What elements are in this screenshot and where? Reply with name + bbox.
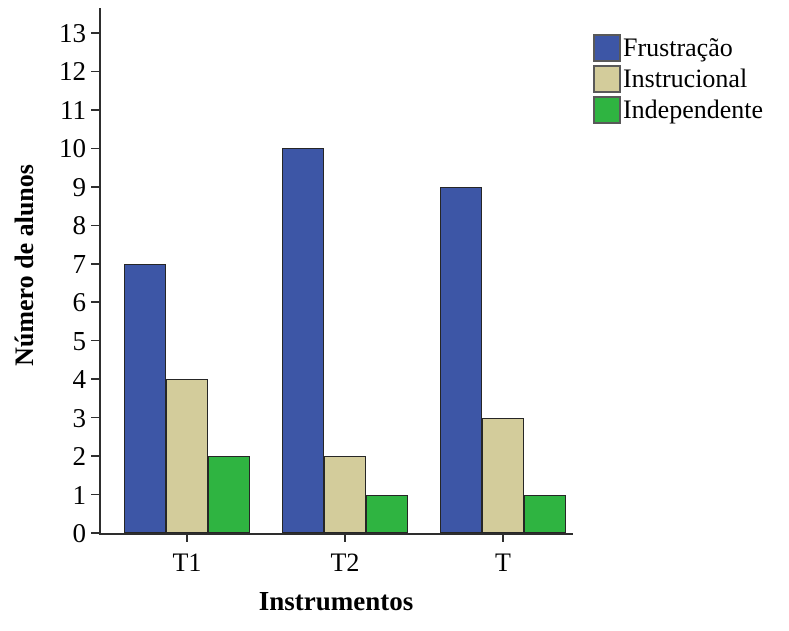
x-tick [502, 533, 504, 542]
y-tick [91, 147, 99, 150]
y-tick-label: 6 [72, 287, 87, 318]
y-tick-label: 13 [59, 18, 86, 48]
legend: Frustração Instrucional Independente [593, 34, 763, 127]
y-tick-label: 3 [72, 402, 87, 433]
bar-Independente-T [524, 494, 566, 533]
bar-Instrucional-T [482, 417, 524, 533]
x-tick [344, 533, 346, 542]
y-tick [91, 32, 99, 34]
legend-label: Instrucional [623, 64, 748, 93]
y-tick [91, 186, 99, 188]
y-tick-label: 2 [72, 441, 87, 472]
y-tick [91, 339, 99, 342]
legend-swatch [593, 96, 621, 124]
y-tick-label: 4 [72, 364, 87, 395]
y-tick [91, 493, 99, 496]
y-tick [91, 416, 99, 419]
legend-item-Frustração: Frustração [593, 34, 763, 62]
bar-Frustração-T1 [124, 263, 166, 533]
x-axis [99, 533, 573, 535]
y-tick [91, 263, 99, 265]
legend-label: Frustração [623, 33, 733, 62]
y-tick [91, 109, 99, 111]
y-tick [91, 378, 99, 380]
legend-swatch [593, 34, 621, 62]
legend-label: Independente [623, 95, 764, 124]
bar-Frustração-T2 [282, 148, 324, 533]
y-tick-label: 9 [72, 171, 87, 202]
y-tick [91, 224, 99, 227]
x-tick [186, 533, 188, 542]
x-axis-title: Instrumentos [258, 586, 414, 616]
y-tick-label: 8 [72, 210, 87, 241]
y-tick [91, 455, 99, 457]
y-tick [91, 532, 99, 534]
y-tick-label: 12 [59, 56, 86, 87]
legend-item-Independente: Independente [593, 96, 763, 124]
bar-Independente-T2 [366, 494, 408, 533]
y-tick-label: 1 [72, 479, 87, 510]
y-tick-label: 0 [72, 518, 87, 548]
legend-swatch [593, 65, 621, 93]
y-axis [99, 8, 101, 535]
y-tick-label: 11 [60, 94, 86, 125]
y-tick [91, 70, 99, 73]
legend-item-Instrucional: Instrucional [593, 65, 763, 93]
bar-Independente-T1 [208, 456, 250, 533]
y-tick-label: 5 [72, 325, 87, 356]
bar-Instrucional-T2 [324, 456, 366, 533]
x-tick-label: T [495, 548, 511, 577]
x-tick-label: T1 [172, 548, 202, 577]
y-tick-label: 7 [72, 248, 87, 279]
bar-Instrucional-T1 [166, 379, 208, 533]
y-tick [91, 301, 99, 303]
bar-Frustração-T [440, 186, 482, 533]
y-tick-label: 10 [59, 133, 86, 164]
x-tick-label: T2 [330, 548, 360, 577]
